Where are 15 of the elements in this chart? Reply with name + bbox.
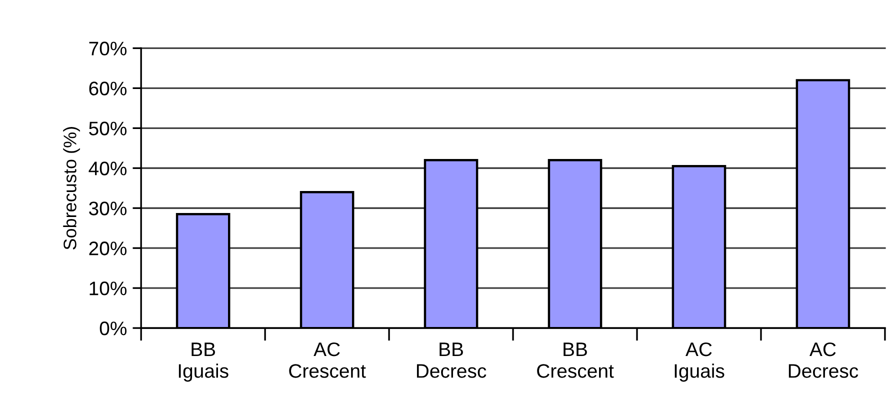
x-tick-label: BB Decresc	[416, 342, 486, 378]
y-tick-label: 70%	[89, 42, 127, 56]
y-tick-label: 20%	[89, 242, 127, 256]
x-tick-label: BB Crescent	[537, 342, 614, 378]
x-tick-label: BB Iguais	[178, 342, 228, 382]
y-tick-label: 0%	[100, 322, 127, 336]
y-tick-label: 40%	[88, 162, 127, 176]
x-tick-label: AC Iguais	[674, 342, 724, 382]
y-tick-label: 10%	[90, 282, 127, 296]
y-tick-label: 60%	[89, 82, 127, 96]
x-tick-label: AC Decresc	[788, 342, 858, 378]
x-tick-label: AC Crescent	[289, 342, 366, 378]
y-axis-title: Sobrecusto (%)	[63, 127, 80, 250]
y-tick-label: 30%	[89, 202, 127, 216]
y-tick-label: 50%	[89, 122, 127, 136]
